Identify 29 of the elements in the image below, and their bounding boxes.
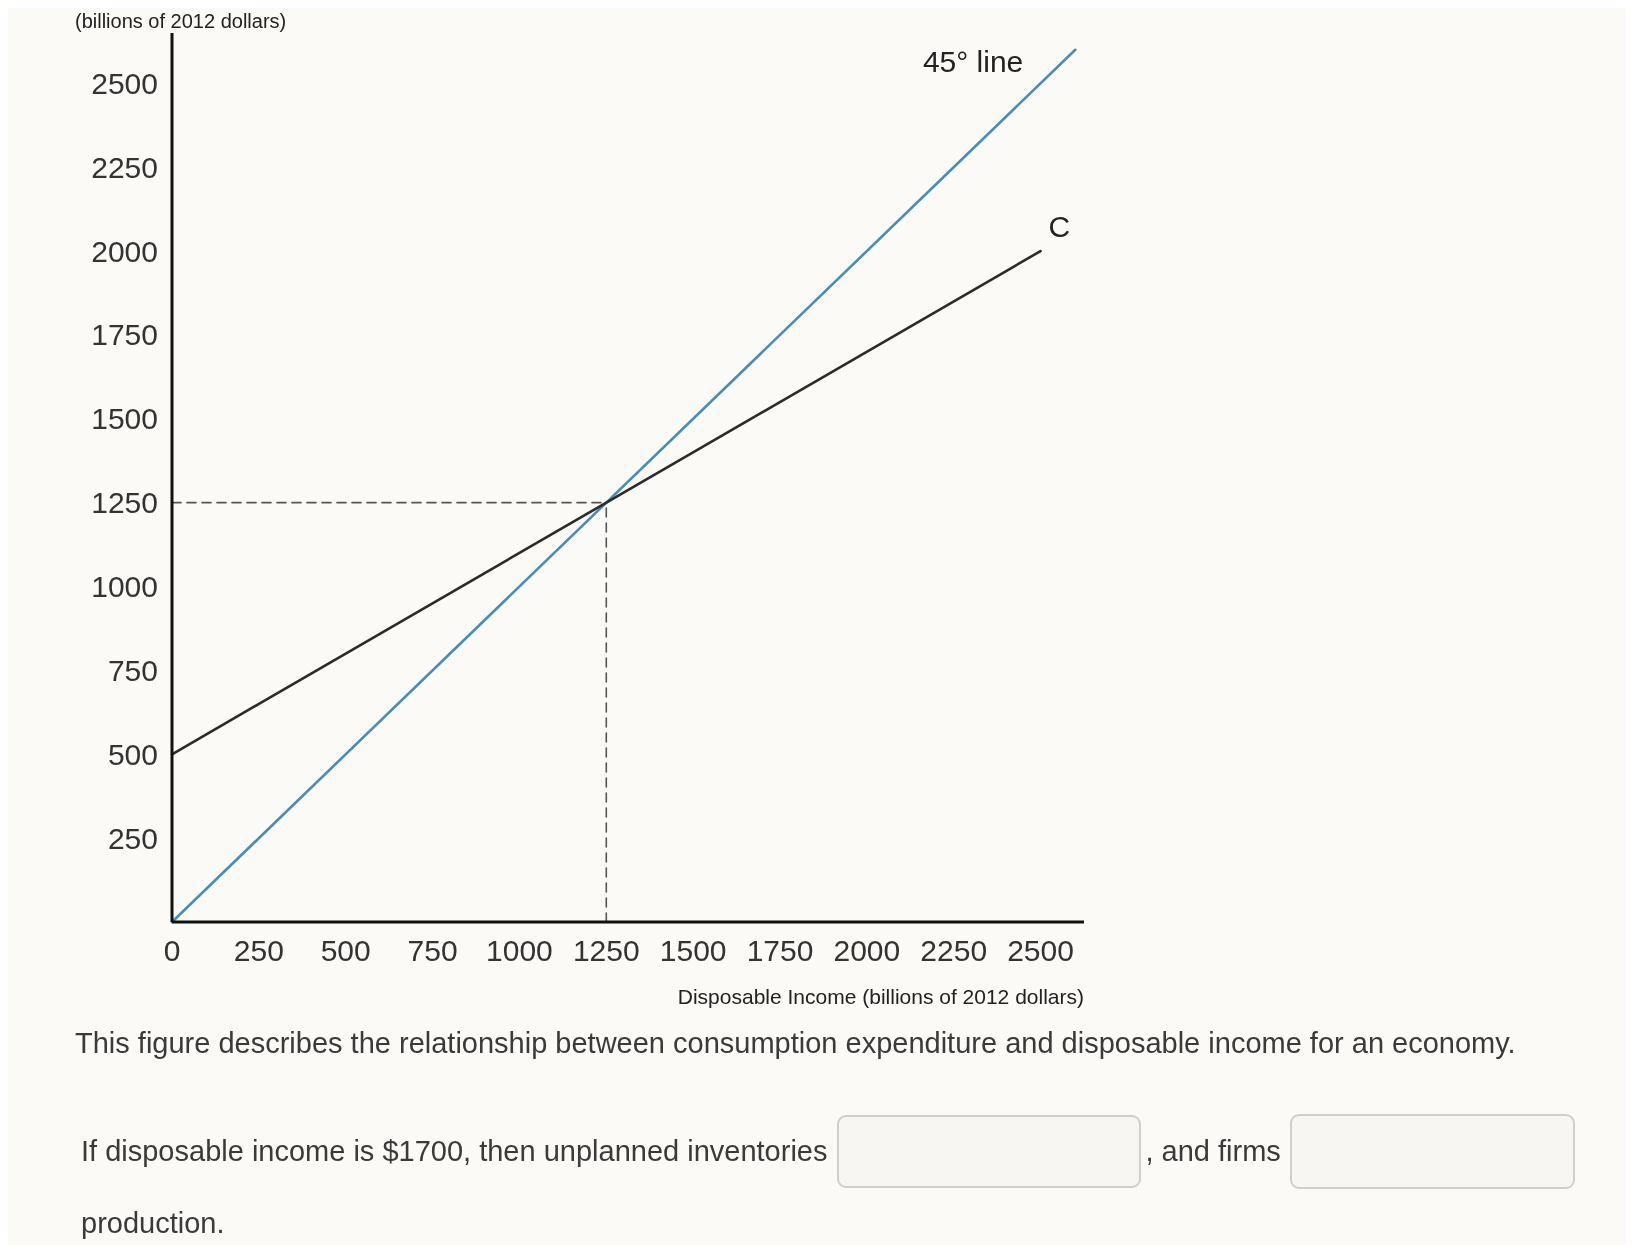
y-tick-label: 1000 bbox=[91, 570, 158, 604]
x-tick-label: 1750 bbox=[746, 934, 814, 967]
y-tick-label: 1250 bbox=[91, 486, 158, 520]
x-tick-label: 1000 bbox=[486, 934, 553, 967]
x-tick-label: 2500 bbox=[1007, 934, 1074, 967]
text: This figure describes the relationship between consumption expenditure and disposable income for an economy. bbox=[75, 1026, 1516, 1061]
y-tick-label: 1500 bbox=[91, 402, 158, 436]
x-tick-label: 750 bbox=[407, 934, 458, 967]
y-tick-label: 2000 bbox=[91, 234, 158, 268]
x-tick-label: 500 bbox=[320, 934, 371, 967]
x-axis-title: Disposable Income (billions of 2012 dollars) bbox=[677, 985, 1084, 1008]
text: production. bbox=[81, 1206, 225, 1241]
text: , and firms bbox=[1145, 1135, 1281, 1168]
x-tick-label: 0 bbox=[163, 934, 181, 967]
y-tick-label: 2500 bbox=[91, 66, 158, 100]
x-tick-label: 1250 bbox=[572, 934, 640, 967]
y-axis-title: (billions of 2012 dollars) bbox=[75, 10, 287, 32]
text: If disposable income is $1700, then unplanned inventories bbox=[81, 1135, 828, 1168]
y-tick-label: 2250 bbox=[91, 150, 158, 184]
series-label: C bbox=[1048, 210, 1071, 244]
x-tick-label: 250 bbox=[233, 934, 284, 967]
y-tick-label: 250 bbox=[107, 821, 158, 855]
x-tick-label: 1500 bbox=[659, 934, 727, 967]
y-tick-label: 750 bbox=[107, 653, 158, 687]
series-label: 45° line bbox=[922, 44, 1024, 78]
x-tick-label: 2000 bbox=[833, 934, 901, 967]
y-tick-label: 500 bbox=[107, 737, 158, 771]
x-tick-label: 2250 bbox=[920, 934, 988, 967]
y-tick-label: 1750 bbox=[91, 318, 158, 352]
